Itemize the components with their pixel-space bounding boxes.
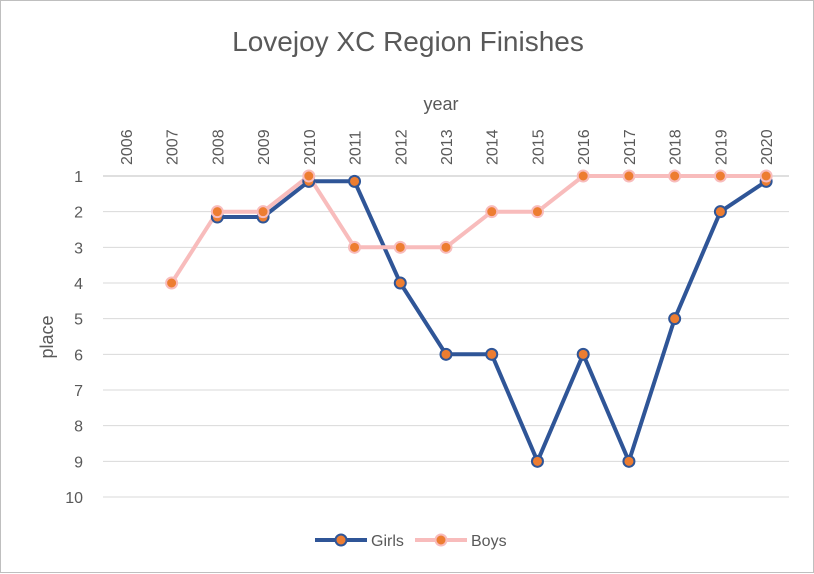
legend: Girls Boys [315, 533, 507, 550]
data-point-boys [256, 205, 270, 219]
data-point-boys [759, 169, 773, 183]
data-point-girls [576, 347, 590, 361]
x-tick-label: 2010 [302, 129, 319, 165]
x-tick-label: 2015 [530, 129, 547, 165]
y-tick-label: 7 [74, 383, 83, 400]
data-point-boys [210, 205, 224, 219]
x-tick-label: 2016 [576, 129, 593, 165]
x-tick-label: 2017 [622, 129, 639, 165]
data-point-boys [165, 276, 179, 290]
y-tick-label: 5 [74, 312, 83, 329]
x-tick-label: 2007 [165, 129, 182, 165]
x-tick-label: 2006 [119, 129, 136, 165]
y-tick-label: 4 [74, 276, 83, 293]
data-point-girls [485, 347, 499, 361]
y-tick-label: 8 [74, 419, 83, 436]
data-point-boys [485, 205, 499, 219]
data-point-girls [668, 312, 682, 326]
data-point-boys [439, 240, 453, 254]
x-tick-label: 2018 [668, 129, 685, 165]
series-line-boys [169, 174, 769, 285]
data-point-girls [348, 174, 362, 188]
legend-marker-girls [334, 533, 348, 547]
data-point-girls [622, 454, 636, 468]
legend-marker-boys [434, 533, 448, 547]
y-tick-label: 2 [74, 205, 83, 222]
legend-label-boys: Boys [471, 533, 507, 550]
data-point-boys [576, 169, 590, 183]
x-tick-label: 2020 [759, 129, 776, 165]
x-tick-label: 2013 [439, 129, 456, 165]
x-tick-label: 2011 [348, 130, 365, 165]
gridlines [103, 175, 789, 498]
x-tick-label: 2009 [256, 129, 273, 165]
chart-title: Lovejoy XC Region Finishes [232, 26, 584, 57]
data-point-boys [393, 240, 407, 254]
data-point-boys [713, 169, 727, 183]
data-point-girls [530, 454, 544, 468]
series-line-girls [215, 179, 769, 464]
data-point-boys [530, 205, 544, 219]
data-point-boys [348, 240, 362, 254]
y-tick-label: 1 [74, 169, 83, 186]
data-point-girls [713, 205, 727, 219]
y-axis-title: place [37, 315, 57, 358]
legend-label-girls: Girls [371, 533, 404, 550]
x-tick-label: 2019 [713, 129, 730, 165]
y-tick-label: 9 [74, 454, 83, 471]
tick-labels: 1 2 3 4 5 6 7 8 9 10 2006 2007 2008 2009 2010 2011 2012 2… [65, 129, 776, 507]
x-tick-label: 2014 [485, 129, 502, 165]
y-tick-label: 10 [65, 490, 83, 507]
data-point-boys [302, 169, 316, 183]
y-tick-label: 6 [74, 347, 83, 364]
data-point-boys [668, 169, 682, 183]
data-point-girls [439, 347, 453, 361]
y-tick-label: 3 [74, 240, 83, 257]
data-point-boys [622, 169, 636, 183]
data-point-girls [393, 276, 407, 290]
x-tick-label: 2012 [393, 129, 410, 165]
x-tick-label: 2008 [210, 129, 227, 165]
x-axis-title: year [423, 94, 458, 114]
series-markers [165, 169, 773, 468]
